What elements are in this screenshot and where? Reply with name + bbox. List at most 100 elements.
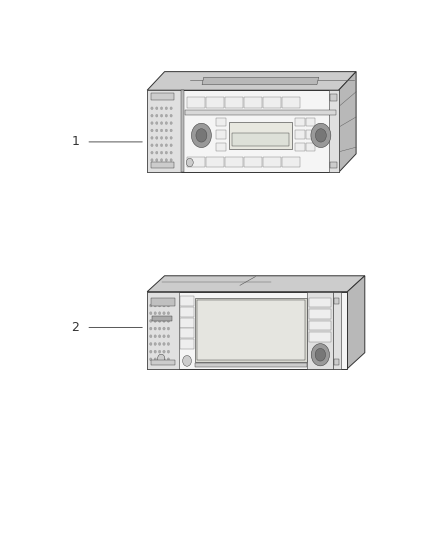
Circle shape (170, 151, 172, 154)
Circle shape (151, 114, 153, 117)
Circle shape (150, 304, 152, 307)
FancyBboxPatch shape (216, 131, 226, 139)
Circle shape (159, 319, 161, 322)
Circle shape (186, 158, 193, 167)
FancyBboxPatch shape (206, 97, 223, 108)
FancyBboxPatch shape (151, 93, 174, 100)
Circle shape (159, 327, 161, 330)
FancyBboxPatch shape (225, 157, 243, 167)
Circle shape (159, 335, 161, 338)
FancyBboxPatch shape (195, 298, 307, 362)
Circle shape (167, 335, 170, 338)
Circle shape (170, 114, 172, 117)
Circle shape (167, 319, 170, 322)
FancyBboxPatch shape (147, 90, 181, 172)
Circle shape (150, 343, 152, 345)
Text: 2: 2 (71, 321, 79, 334)
Circle shape (165, 122, 167, 125)
Circle shape (163, 358, 165, 361)
Circle shape (165, 159, 167, 161)
FancyBboxPatch shape (147, 90, 339, 172)
FancyBboxPatch shape (333, 292, 341, 368)
Circle shape (163, 343, 165, 345)
Circle shape (165, 129, 167, 132)
FancyBboxPatch shape (295, 131, 304, 139)
Circle shape (165, 144, 167, 147)
Circle shape (170, 144, 172, 147)
Circle shape (150, 350, 152, 353)
Circle shape (155, 136, 158, 139)
Circle shape (154, 343, 156, 345)
Circle shape (160, 136, 162, 139)
FancyBboxPatch shape (151, 298, 175, 305)
FancyBboxPatch shape (295, 118, 304, 126)
FancyBboxPatch shape (306, 131, 315, 139)
FancyBboxPatch shape (151, 161, 174, 168)
Circle shape (150, 319, 152, 322)
Circle shape (154, 335, 156, 338)
FancyBboxPatch shape (225, 97, 243, 108)
Circle shape (170, 107, 172, 110)
Circle shape (165, 151, 167, 154)
FancyBboxPatch shape (309, 333, 331, 342)
FancyBboxPatch shape (216, 118, 226, 126)
Circle shape (163, 335, 165, 338)
Circle shape (160, 107, 162, 110)
Circle shape (150, 358, 152, 361)
Circle shape (170, 159, 172, 161)
FancyBboxPatch shape (185, 110, 336, 115)
FancyBboxPatch shape (147, 292, 347, 368)
Circle shape (165, 136, 167, 139)
Circle shape (154, 350, 156, 353)
Circle shape (154, 358, 156, 361)
Polygon shape (339, 71, 356, 172)
Circle shape (163, 304, 165, 307)
Circle shape (170, 129, 172, 132)
Circle shape (155, 122, 158, 125)
FancyBboxPatch shape (282, 157, 300, 167)
Circle shape (159, 312, 161, 314)
Circle shape (163, 350, 165, 353)
FancyBboxPatch shape (263, 157, 281, 167)
FancyBboxPatch shape (180, 328, 194, 338)
Polygon shape (147, 71, 356, 90)
Polygon shape (202, 77, 319, 85)
FancyBboxPatch shape (282, 97, 300, 108)
Circle shape (154, 327, 156, 330)
Circle shape (311, 123, 331, 148)
Circle shape (163, 327, 165, 330)
Circle shape (315, 129, 326, 142)
FancyBboxPatch shape (329, 90, 339, 172)
FancyBboxPatch shape (151, 360, 175, 366)
Circle shape (160, 114, 162, 117)
FancyBboxPatch shape (244, 157, 262, 167)
Circle shape (159, 350, 161, 353)
Circle shape (158, 354, 165, 363)
FancyBboxPatch shape (187, 157, 205, 167)
FancyBboxPatch shape (147, 292, 179, 368)
Circle shape (165, 107, 167, 110)
Circle shape (160, 129, 162, 132)
Circle shape (150, 312, 152, 314)
Circle shape (154, 312, 156, 314)
Circle shape (155, 129, 158, 132)
Circle shape (159, 304, 161, 307)
Circle shape (167, 343, 170, 345)
Circle shape (167, 304, 170, 307)
Circle shape (165, 114, 167, 117)
FancyBboxPatch shape (309, 321, 331, 330)
Circle shape (196, 129, 207, 142)
Circle shape (163, 312, 165, 314)
Circle shape (183, 356, 191, 366)
Circle shape (311, 344, 329, 366)
FancyBboxPatch shape (206, 157, 223, 167)
FancyBboxPatch shape (180, 307, 194, 317)
Circle shape (151, 144, 153, 147)
FancyBboxPatch shape (197, 300, 305, 360)
FancyBboxPatch shape (309, 309, 331, 319)
Text: 1: 1 (71, 135, 79, 148)
Circle shape (167, 358, 170, 361)
Circle shape (155, 144, 158, 147)
Circle shape (154, 304, 156, 307)
FancyBboxPatch shape (244, 97, 262, 108)
